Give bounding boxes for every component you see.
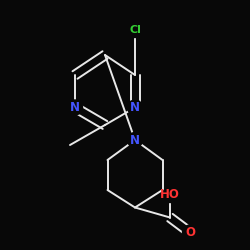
Circle shape bbox=[68, 100, 82, 115]
Text: Cl: Cl bbox=[129, 25, 141, 35]
Circle shape bbox=[128, 22, 142, 38]
Text: N: N bbox=[130, 134, 140, 146]
Text: N: N bbox=[130, 101, 140, 114]
Text: O: O bbox=[185, 226, 195, 239]
Circle shape bbox=[182, 225, 198, 240]
Circle shape bbox=[162, 188, 178, 202]
Circle shape bbox=[128, 100, 142, 115]
Text: N: N bbox=[70, 101, 80, 114]
Circle shape bbox=[128, 132, 142, 148]
Text: HO: HO bbox=[160, 188, 180, 202]
